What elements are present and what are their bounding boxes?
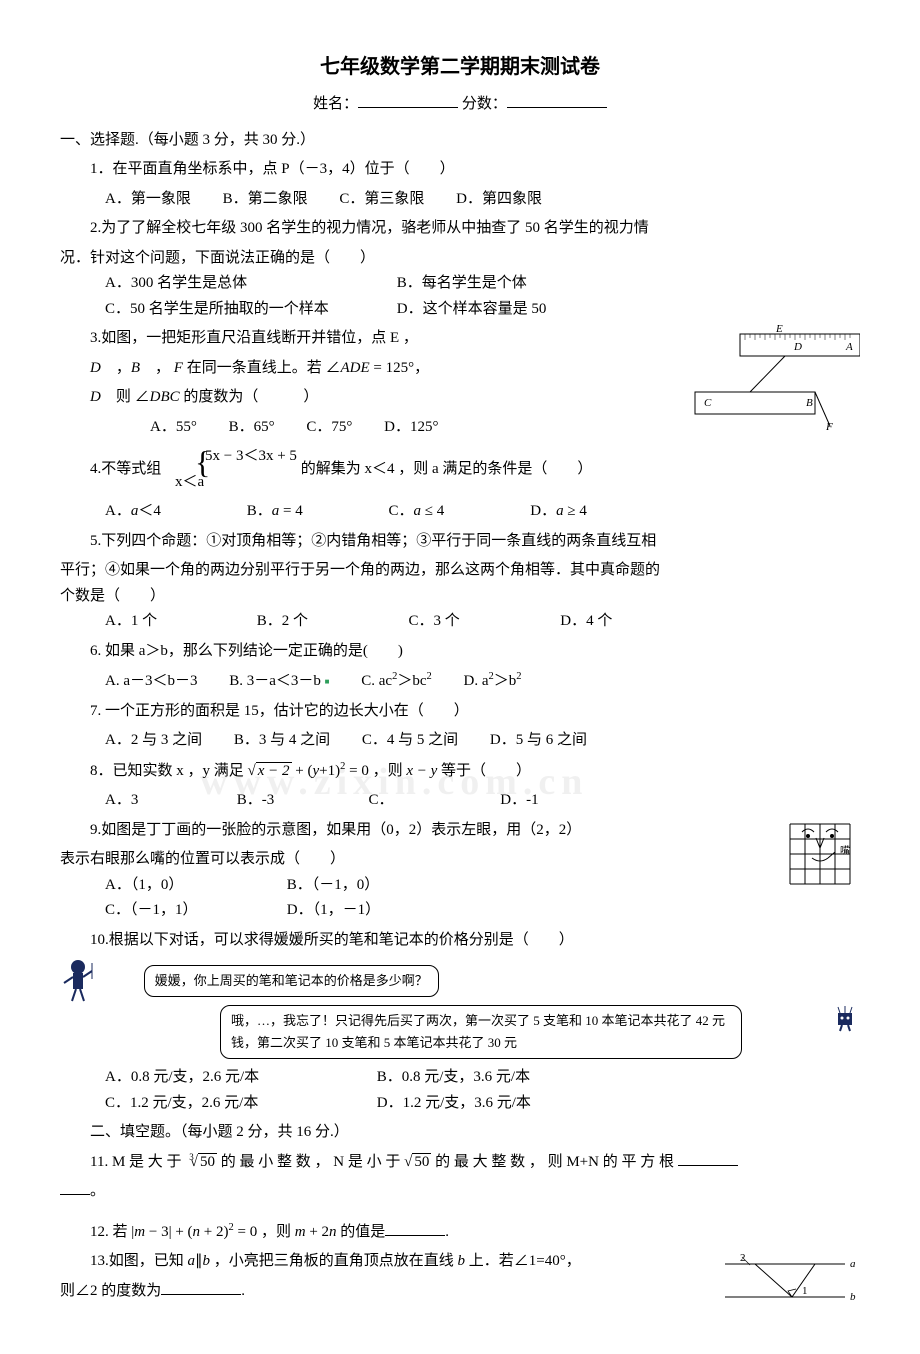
q6-opt-b: B. 3－a＜3－b ■ (229, 669, 329, 695)
q8-opt-c: C． (369, 788, 469, 814)
q12-blank (385, 1220, 445, 1236)
q9-opt-b: B．（－1，0） (287, 873, 380, 899)
q6-opt-c: C. ac2＞bc2 (361, 668, 432, 695)
dialogue-block: 媛媛，你上周买的笔和笔记本的价格是多少啊？ 哦，…，我忘了！只记得先后买了两次，… (60, 957, 860, 1065)
q8-options: A．3 B．-3 C． D．-1 (105, 788, 860, 814)
name-score-line: 姓名： 分数： (60, 92, 860, 118)
q10-opt-c: C．1.2 元/支，2.6 元/本 (105, 1091, 345, 1117)
q8-opt-b: B．-3 (237, 788, 337, 814)
q5-line3: 个数是（ ） (60, 584, 860, 610)
q4-opt-b: B．a = 4 (247, 499, 357, 525)
q9-opt-d: D．（1，－1） (287, 898, 380, 924)
q10-opt-b: B．0.8 元/支，3.6 元/本 (377, 1065, 530, 1091)
label-D: D (793, 341, 802, 353)
q2-line1: 2.为了了解全校七年级 300 名学生的视力情况，骆老师从中抽查了 50 名学生… (60, 216, 860, 242)
q10-text: 10.根据以下对话，可以求得媛媛所买的笔和笔记本的价格分别是（ ） (60, 928, 860, 954)
q4-opt-a: A．a＜4 (105, 499, 215, 525)
label-E: E (775, 323, 783, 335)
q7-opt-b: B．3 与 4 之间 (234, 728, 330, 754)
q3-opt-d: D．125° (384, 415, 438, 441)
q2-opt-c: C．50 名学生是所抽取的一个样本 (105, 297, 365, 323)
q1-opt-a: A．第一象限 (105, 187, 191, 213)
q13-blank (161, 1279, 241, 1295)
q4-options: A．a＜4 B．a = 4 C．a ≤ 4 D．a ≥ 4 (105, 499, 860, 525)
q5-opt-d: D．4 个 (560, 609, 612, 635)
character-left-icon (60, 957, 96, 1003)
svg-text:嘴: 嘴 (840, 845, 850, 857)
q5-line1: 5.下列四个命题：①对顶角相等；②内错角相等；③平行于同一条直线的两条直线互相 (60, 529, 860, 555)
name-blank (358, 92, 458, 108)
q1-options: A．第一象限 B．第二象限 C．第三象限 D．第四象限 (105, 187, 860, 213)
q4-row1: 5x − 3＜3x + 5 (205, 448, 297, 464)
q2-opt-b: B．每名学生是个体 (397, 271, 527, 297)
svg-text:a: a (850, 1258, 856, 1270)
q11-tail: 。 (60, 1179, 860, 1205)
q6-opt-a: A. a－3＜b－3 (105, 669, 198, 695)
q6-text: 6. 如果 a＞b，那么下列结论一定正确的是( ) (60, 639, 860, 665)
q2-line2: 况．针对这个问题，下面说法正确的是（ ） (60, 246, 860, 272)
label-C: C (704, 397, 712, 409)
q9-opt-a: A．（1，0） (105, 873, 255, 899)
q8-opt-a: A．3 (105, 788, 205, 814)
q4-opt-c: C．a ≤ 4 (389, 499, 499, 525)
q11-blank (678, 1150, 738, 1166)
q7-options: A．2 与 3 之间 B．3 与 4 之间 C．4 与 5 之间 D．5 与 6… (105, 728, 860, 754)
q7-opt-c: C．4 与 5 之间 (362, 728, 458, 754)
svg-text:b: b (850, 1291, 856, 1303)
q5-opt-a: A．1 个 (105, 609, 225, 635)
q1-opt-c: C．第三象限 (339, 187, 424, 213)
q2-opt-d: D．这个样本容量是 50 (397, 297, 547, 323)
speech-bubble-2: 哦，…，我忘了！只记得先后买了两次，第一次买了 5 支笔和 10 本笔记本共花了… (220, 1005, 742, 1059)
q6-options: A. a－3＜b－3 B. 3－a＜3－b ■ C. ac2＞bc2 D. a2… (105, 668, 860, 695)
q10-options: A．0.8 元/支，2.6 元/本 B．0.8 元/支，3.6 元/本 C．1.… (105, 1065, 860, 1116)
section1-header: 一、选择题.（每小题 3 分，共 30 分.） (60, 128, 860, 154)
ruler-diagram: E D A C B F (690, 322, 860, 442)
face-diagram: 嘴 (780, 814, 860, 904)
q6-opt-d: D. a2＞b2 (464, 668, 522, 695)
q2-options: A．300 名学生是总体 B．每名学生是个体 C．50 名学生是所抽取的一个样本… (105, 271, 860, 322)
q7-opt-a: A．2 与 3 之间 (105, 728, 202, 754)
q7-opt-d: D．5 与 6 之间 (490, 728, 587, 754)
label-B: B (806, 397, 813, 409)
q10-opt-a: A．0.8 元/支，2.6 元/本 (105, 1065, 345, 1091)
character-right-icon (830, 1003, 860, 1033)
q5-opt-b: B．2 个 (257, 609, 377, 635)
q1-opt-b: B．第二象限 (223, 187, 308, 213)
name-label: 姓名： (313, 96, 358, 112)
q12-text: 12. 若 |m − 3| + (n + 2)2 = 0 ，则 m + 2n 的… (60, 1219, 860, 1246)
q9-line2: 表示右眼那么嘴的位置可以表示成（ ） (60, 847, 860, 873)
triangle-diagram: 2 1 a b (720, 1249, 860, 1319)
q8-opt-d: D．-1 (500, 788, 538, 814)
q4-opt-d: D．a ≥ 4 (530, 499, 587, 525)
speech-bubble-1: 媛媛，你上周买的笔和笔记本的价格是多少啊？ (144, 965, 439, 997)
q10-opt-d: D．1.2 元/支，3.6 元/本 (377, 1091, 531, 1117)
q1-text: 1．在平面直角坐标系中，点 P（－3，4）位于（ ） (60, 157, 860, 183)
q1-opt-d: D．第四象限 (456, 187, 542, 213)
q9-opt-c: C．（－1，1） (105, 898, 255, 924)
q5-opt-c: C．3 个 (409, 609, 529, 635)
q5-options: A．1 个 B．2 个 C．3 个 D．4 个 (105, 609, 860, 635)
q8-text: 8．已知实数 x ，y 满足 √x − 2 + (y+1)2 = 0 ，则 x … (60, 758, 860, 785)
svg-text:1: 1 (802, 1285, 808, 1297)
label-F: F (825, 421, 833, 432)
section2-header: 二、填空题。（每小题 2 分，共 16 分.） (60, 1120, 860, 1146)
q3-opt-b: B．65° (229, 415, 275, 441)
q2-opt-a: A．300 名学生是总体 (105, 271, 365, 297)
q3-opt-c: C．75° (306, 415, 352, 441)
q9-line1: 9.如图是丁丁画的一张脸的示意图，如果用（0，2）表示左眼，用（2，2） (60, 818, 860, 844)
q5-line2: 平行；④如果一个角的两边分别平行于另一个角的两边，那么这两个角相等．其中真命题的 (60, 558, 860, 584)
score-blank (507, 92, 607, 108)
q4-text: 4.不等式组 { 5x − 3＜3x + 5 x＜a 的解集为 x＜4 ，则 a… (60, 444, 860, 495)
q3-opt-a: A．55° (150, 415, 197, 441)
q7-text: 7. 一个正方形的面积是 15，估计它的边长大小在（ ） (60, 699, 860, 725)
q9-options: A．（1，0） B．（－1，0） C．（－1，1） D．（1，－1） (105, 873, 860, 924)
page-title: 七年级数学第二学期期末测试卷 (60, 50, 860, 84)
q11-text: 11. M 是 大 于 3√50 的 最 小 整 数 ， N 是 小 于 √50… (60, 1150, 860, 1176)
label-A: A (845, 341, 853, 353)
score-label: 分数： (462, 96, 507, 112)
